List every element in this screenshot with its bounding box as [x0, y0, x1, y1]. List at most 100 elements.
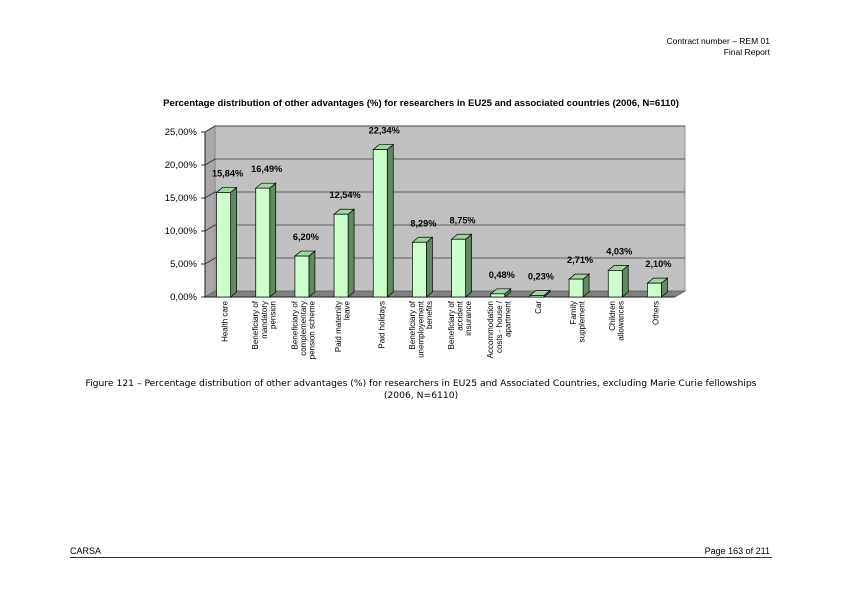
x-tick-label-line: unemployement	[416, 300, 425, 358]
bar-front	[647, 282, 662, 298]
bar-front	[255, 187, 271, 298]
bar-side	[386, 143, 394, 298]
data-label: 2,71%	[567, 255, 593, 265]
x-tick-label: Familysupplement	[569, 300, 587, 342]
bar-side	[465, 233, 472, 298]
x-tick-label-line: complementary	[299, 301, 308, 356]
x-tick-label-line: insurance	[464, 300, 473, 335]
bar-front	[333, 213, 349, 298]
x-tick-label: Others	[651, 301, 660, 325]
x-tick-label-line: pension	[268, 301, 277, 329]
x-tick-label-line: Family	[569, 301, 578, 325]
data-label: 0,48%	[489, 270, 515, 280]
chart-side-wall	[204, 125, 216, 298]
bar-side	[621, 264, 629, 298]
y-tick-label: 15,00%	[165, 193, 198, 204]
data-label: 12,54%	[329, 190, 360, 200]
bar-front	[412, 241, 427, 298]
x-tick-label: Beneficiary ofaccidentinsurance	[447, 300, 473, 349]
bar	[293, 250, 316, 298]
bar-front	[529, 295, 545, 298]
x-tick-label-line: pension scheme	[308, 300, 317, 359]
x-tick-label-line: Beneficiary of	[447, 300, 456, 349]
gridline-depth	[204, 191, 216, 199]
x-tick-label: Car	[534, 301, 543, 314]
y-tick-label: 5,00%	[170, 259, 197, 270]
x-tick-label: Childrenallowances	[608, 301, 626, 341]
bar	[450, 233, 473, 298]
x-tick-label-line: Children	[608, 301, 617, 331]
bar	[372, 143, 395, 298]
data-label: 0,23%	[528, 271, 554, 281]
gridline-depth	[204, 257, 216, 265]
x-tick-label-line: Health care	[221, 300, 230, 341]
gridline-depth	[204, 224, 216, 232]
figure-caption: Figure 121 – Percentage distribution of …	[85, 378, 757, 401]
bar-side	[347, 208, 355, 298]
y-tick-label: 20,00%	[165, 160, 198, 171]
x-tick-label: Beneficiary ofunemployementbenefits	[408, 300, 434, 358]
contract-number: Contract number – REM 01	[666, 36, 770, 46]
x-tick-label-line: Paid maternity	[334, 301, 343, 352]
x-tick-label-line: apartment	[503, 300, 512, 337]
bar-front	[490, 293, 506, 298]
gridline-depth	[204, 158, 216, 166]
x-tick-label-line: leave	[342, 300, 351, 320]
y-tick-label: 25,00%	[165, 127, 198, 138]
data-label: 22,34%	[369, 126, 400, 136]
x-tick-label: Paid maternityleave	[334, 300, 352, 352]
data-label: 2,10%	[645, 259, 671, 269]
bar	[215, 186, 238, 298]
x-tick-label: Beneficiary ofcomplementarypension schem…	[290, 300, 316, 359]
footer-rule	[70, 557, 772, 558]
x-tick-label-line: benefits	[425, 301, 434, 329]
x-tick-label-line: Paid holidays	[377, 301, 386, 349]
bar-side	[426, 236, 433, 298]
data-label: 6,20%	[293, 232, 319, 242]
x-tick-label-line: Car	[534, 301, 543, 314]
bar	[411, 236, 434, 298]
bar-side	[269, 182, 277, 298]
x-tick-label-line: Accommodation	[486, 301, 495, 358]
x-tick-label: Paid holidays	[377, 301, 386, 349]
x-tick-label-line: Others	[651, 301, 660, 325]
chart-title: Percentage distribution of other advanta…	[163, 98, 679, 109]
x-tick-label-line: mandatory	[260, 301, 269, 339]
data-label: 15,84%	[212, 168, 243, 178]
gridline-depth	[204, 125, 216, 133]
bar	[489, 288, 512, 298]
footer-page-number: Page 163 of 211	[704, 546, 770, 556]
data-label: 8,75%	[450, 215, 476, 225]
x-tick-label-line: Beneficiary of	[408, 300, 417, 349]
x-tick-label: Health care	[221, 300, 230, 341]
bar-front	[607, 270, 623, 298]
data-label: 4,03%	[606, 246, 632, 256]
bar-front	[568, 278, 584, 298]
x-tick-label-line: Beneficiary of	[251, 300, 260, 349]
report-header: Contract number – REM 01 Final Report	[667, 36, 770, 58]
bar	[333, 208, 356, 298]
bar	[607, 264, 630, 298]
data-label: 8,29%	[410, 218, 436, 228]
x-tick-label-line: accident	[456, 300, 465, 331]
bar	[528, 289, 551, 298]
bar-side	[230, 186, 237, 298]
y-tick-label: 10,00%	[165, 226, 198, 237]
bar-front	[372, 149, 388, 298]
footer-company: CARSA	[70, 546, 102, 556]
x-tick-label-line: costs - house /	[495, 300, 504, 353]
y-tick-label: 0,00%	[170, 292, 197, 303]
x-tick-label-line: allowances	[617, 301, 626, 341]
bar-front	[294, 255, 310, 298]
x-tick-label: Beneficiary ofmandatorypension	[251, 300, 277, 349]
bar-chart: 0,00% 5,00% 10,00% 15,00% 20,00% 25,00% 15,84%…	[165, 125, 687, 359]
bar-side	[308, 250, 316, 298]
bar	[568, 273, 591, 298]
x-tick-label-line: Beneficiary of	[290, 300, 299, 349]
x-tick-label: Accommodationcosts - house /apartment	[486, 300, 512, 358]
bar	[254, 182, 277, 298]
bar-front	[451, 238, 466, 298]
bar	[646, 277, 669, 298]
x-tick-label-line: supplement	[577, 300, 586, 342]
report-type: Final Report	[723, 47, 770, 57]
